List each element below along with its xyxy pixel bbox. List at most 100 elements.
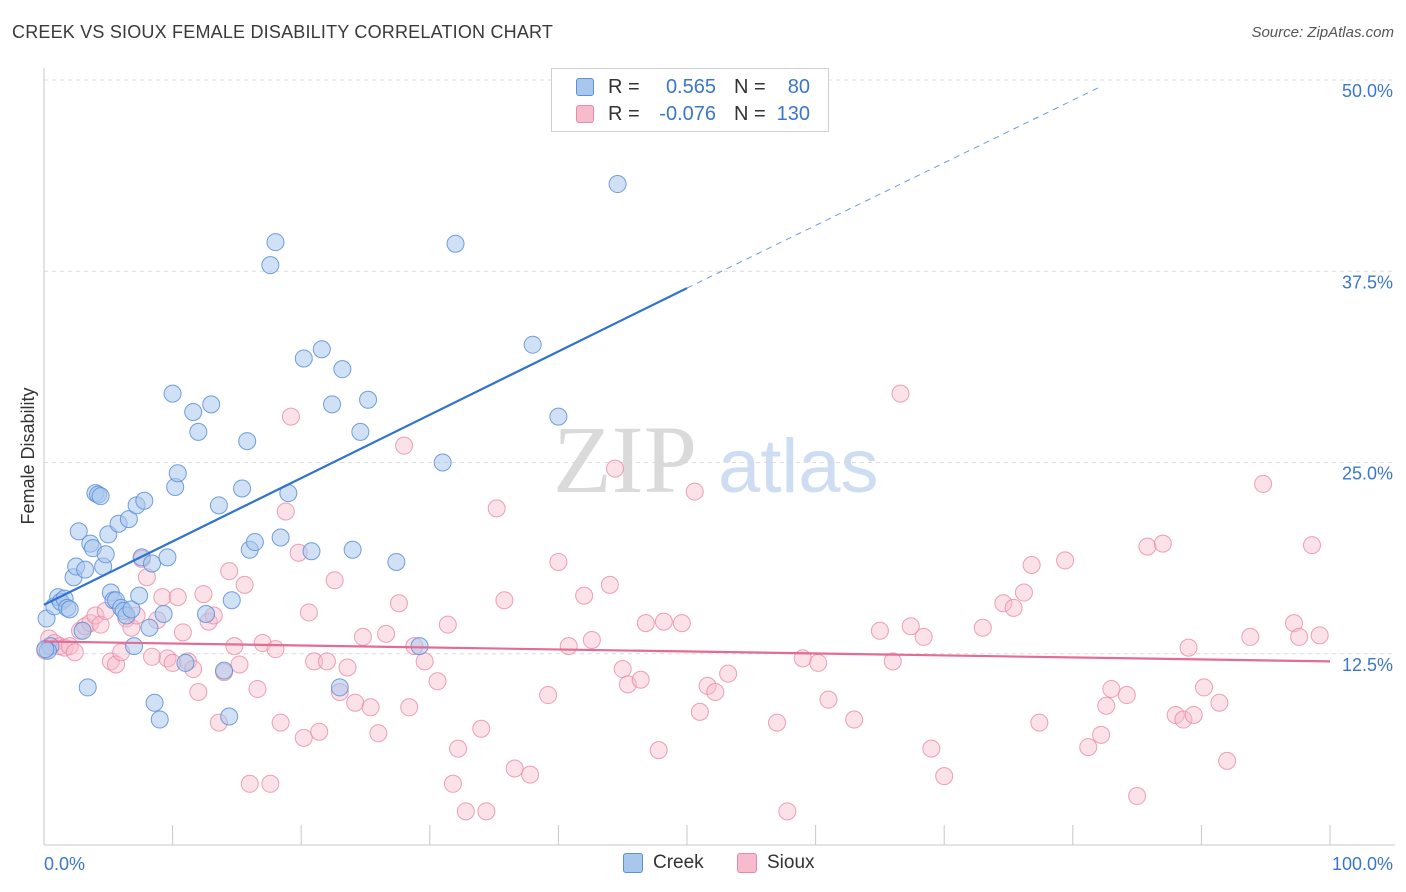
sioux-point [600, 575, 619, 594]
sioux-point [266, 640, 285, 659]
sioux-point [305, 652, 324, 671]
sioux-point [1254, 474, 1273, 493]
sioux-point [845, 710, 864, 729]
sioux-point [672, 614, 691, 633]
sioux-point [1056, 551, 1075, 570]
sioux-point [153, 588, 172, 607]
creek-point [122, 600, 141, 619]
creek-point [608, 175, 627, 194]
creek-swatch [576, 78, 594, 96]
sioux-point [575, 586, 594, 605]
sioux-point [240, 774, 259, 793]
watermark-atlas: atlas [718, 424, 879, 509]
y-tick-label: 37.5% [1342, 272, 1393, 292]
sioux-point [415, 652, 434, 671]
sioux-point [1302, 536, 1321, 555]
chart-title: CREEK VS SIOUX FEMALE DISABILITY CORRELA… [12, 22, 554, 42]
axes [43, 68, 1395, 846]
sioux-point [549, 552, 568, 571]
sioux-point [1284, 614, 1303, 633]
sioux-point [654, 612, 673, 631]
creek-point [60, 600, 79, 619]
creek-point [233, 479, 252, 498]
sioux-point [914, 627, 933, 646]
sioux-point [521, 765, 540, 784]
sioux-point [1138, 537, 1157, 556]
sioux-point [1030, 713, 1049, 732]
sioux-point [346, 693, 365, 712]
sioux-swatch [737, 853, 757, 873]
sioux-point [768, 713, 787, 732]
creek-point [330, 678, 349, 697]
creek-point [410, 637, 429, 656]
sioux-point [1153, 534, 1172, 553]
creek-point [351, 422, 370, 441]
sioux-point [994, 594, 1013, 613]
creek-point [549, 407, 568, 426]
creek-point [91, 487, 110, 506]
sioux-point [299, 603, 318, 622]
sioux-point [613, 660, 632, 679]
sioux-point [194, 585, 213, 604]
sioux-point [1218, 751, 1237, 770]
series-legend: Creek Sioux [0, 852, 1406, 876]
creek-point [73, 621, 92, 640]
trend-lines [43, 87, 1331, 663]
sioux-point [220, 562, 239, 581]
creek-point [271, 528, 290, 547]
creek-point [36, 640, 55, 659]
legend-label-sioux: Sioux [767, 852, 815, 873]
r-label: R = [608, 75, 640, 98]
sioux-point [1310, 626, 1329, 645]
sioux-point [294, 728, 313, 747]
r-value: 0.565 [665, 75, 716, 98]
sioux-point [1004, 598, 1023, 617]
sioux-point [819, 690, 838, 709]
creek-point [130, 586, 149, 605]
sioux-point [685, 482, 704, 501]
creek-point [333, 360, 352, 379]
creek-series [36, 175, 627, 729]
creek-point [189, 422, 208, 441]
creek-point [154, 604, 173, 623]
legend-item-creek: Creek [623, 852, 704, 874]
creek-point [168, 464, 187, 483]
sioux-point [706, 683, 725, 701]
sioux-point [248, 679, 267, 698]
sioux-swatch [576, 105, 594, 123]
sioux-point [870, 621, 889, 640]
creek-point [220, 707, 239, 726]
sioux-point [472, 719, 491, 738]
sioux-point [261, 774, 280, 793]
sioux-point [778, 802, 797, 821]
sioux-point [428, 672, 447, 691]
sioux-point [901, 617, 920, 636]
tick-labels: 12.5% 25.0% 37.5% 50.0% 0.0% 100.0% [44, 81, 1393, 874]
creek-point [119, 510, 138, 529]
sioux-point [1194, 678, 1213, 697]
creek-point [261, 256, 280, 275]
sioux-point [1210, 693, 1229, 712]
sioux-point [395, 436, 414, 455]
y-tick-label: 50.0% [1342, 81, 1393, 101]
creek-point [294, 349, 313, 368]
sioux-point [649, 741, 668, 760]
sioux-point [443, 774, 462, 793]
legend-row-creek: R = 0.565 N = 80 [576, 76, 810, 98]
creek-point [245, 533, 264, 552]
n-label: N = [734, 102, 766, 125]
sioux-point [438, 615, 457, 634]
sioux-point [636, 614, 655, 633]
creek-point [125, 637, 144, 656]
x-tick-label: 0.0% [44, 854, 85, 874]
sioux-point [719, 664, 738, 683]
n-value: 80 [787, 75, 810, 98]
creek-point [69, 522, 88, 541]
sioux-point [809, 653, 828, 672]
sioux-point [271, 713, 290, 732]
sioux-point [361, 698, 380, 717]
sioux-point [389, 594, 408, 613]
sioux-point [456, 802, 475, 821]
sioux-point [1079, 738, 1098, 757]
sioux-point [605, 459, 624, 478]
